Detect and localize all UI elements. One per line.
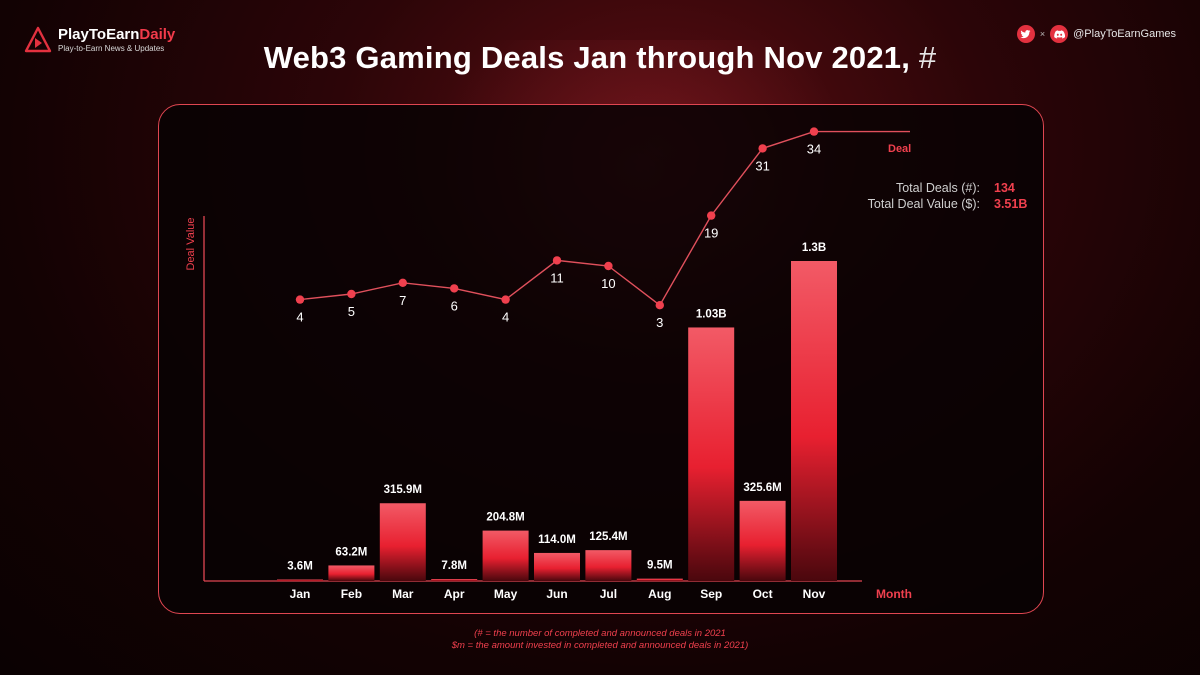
social-links: × @PlayToEarnGames	[1016, 25, 1176, 43]
twitter-icon[interactable]	[1016, 25, 1035, 43]
footnote: (# = the number of completed and announc…	[0, 628, 1200, 652]
deal-point-jun	[552, 256, 562, 265]
deal-label-may: 4	[502, 310, 509, 325]
total-deals-value: 134	[994, 181, 1015, 195]
deal-line	[299, 130, 910, 307]
bar-label-feb: 63.2M	[335, 546, 367, 558]
bar-label-aug: 9.5M	[647, 560, 673, 572]
bar-feb	[328, 565, 375, 581]
footnote-line-2: $m = the amount invested in completed an…	[451, 640, 749, 651]
deal-point-may	[501, 295, 510, 304]
bar-mar	[379, 503, 426, 581]
brand-name: PlayToEarnDaily	[58, 27, 175, 42]
bar-label-nov: 1.3B	[802, 242, 826, 254]
bar-may	[482, 530, 529, 581]
total-deals-label: Total Deals (#):	[895, 181, 980, 195]
x-tick-jul: Jul	[600, 587, 617, 601]
bar-label-may: 204.8M	[486, 512, 524, 524]
deal-point-apr	[450, 284, 459, 293]
bar-apr	[431, 579, 478, 581]
bar-label-sep: 1.03B	[696, 308, 727, 320]
total-value-label: Total Deal Value ($):	[867, 197, 980, 211]
brand-logo-block[interactable]: PlayToEarnDaily Play-to-Earn News & Upda…	[24, 26, 175, 54]
deal-point-aug	[655, 301, 664, 310]
x-tick-oct: Oct	[753, 587, 773, 601]
footnote-line-1: (# = the number of completed and announc…	[474, 628, 726, 639]
deal-label-jan: 4	[296, 310, 303, 325]
stats-summary: Total Deals (#): 134 Total Deal Value ($…	[840, 180, 1034, 212]
brand-name-main: PlayToEarn	[58, 26, 140, 43]
bar-aug	[636, 578, 683, 581]
bar-label-apr: 7.8M	[441, 560, 467, 572]
bar-label-mar: 315.9M	[384, 484, 422, 496]
bar-nov	[791, 261, 837, 581]
title-main: Web3 Gaming Deals Jan through Nov 2021,	[263, 40, 911, 75]
line-series-legend: Deal	[888, 143, 911, 155]
deal-label-sep: 19	[704, 226, 718, 241]
bar-oct	[739, 500, 786, 581]
deal-label-nov: 34	[807, 142, 821, 157]
deal-point-sep	[707, 211, 716, 220]
social-handle[interactable]: @PlayToEarnGames	[1073, 28, 1176, 40]
x-axis-title: Month	[876, 587, 912, 601]
bar-label-jan: 3.6M	[287, 561, 313, 573]
y-axis-title: Deal Value	[185, 218, 197, 271]
x-tick-jan: Jan	[290, 587, 311, 601]
discord-icon[interactable]	[1050, 25, 1069, 43]
title-suffix: #	[918, 40, 937, 75]
deal-label-mar: 7	[399, 293, 406, 308]
deal-label-feb: 5	[348, 304, 355, 319]
bar-jul	[585, 550, 632, 581]
bar-label-jun: 114.0M	[538, 534, 576, 546]
deal-point-feb	[347, 289, 356, 299]
deal-point-jul	[604, 261, 613, 271]
stat-total-deals: Total Deals (#): 134	[840, 180, 1034, 196]
x-tick-apr: Apr	[444, 587, 465, 601]
bar-jan	[277, 579, 323, 581]
x-tick-nov: Nov	[803, 587, 826, 601]
deal-label-jun: 11	[550, 270, 564, 285]
x-tick-jun: Jun	[546, 587, 567, 601]
chart-panel	[158, 104, 1044, 614]
social-separator: ×	[1039, 29, 1046, 39]
bar-jun	[534, 552, 580, 581]
deal-point-nov	[809, 127, 819, 136]
deal-label-aug: 3	[656, 315, 663, 330]
bar-label-oct: 325.6M	[743, 482, 781, 494]
x-tick-may: May	[494, 587, 518, 601]
deal-point-mar	[398, 278, 407, 287]
brand-name-accent: Daily	[139, 26, 176, 43]
x-tick-feb: Feb	[341, 587, 362, 601]
x-tick-sep: Sep	[700, 587, 722, 601]
bar-sep	[688, 327, 735, 581]
bar-label-jul: 125.4M	[589, 531, 627, 543]
brand-tagline: Play-to-Earn News & Updates	[58, 44, 165, 53]
page-title: Web3 Gaming Deals Jan through Nov 2021, …	[0, 40, 1200, 76]
deal-label-oct: 31	[755, 158, 769, 173]
play-logo-icon	[24, 26, 52, 53]
x-tick-aug: Aug	[648, 587, 671, 601]
deal-point-jan	[295, 295, 305, 304]
stat-total-value: Total Deal Value ($): 3.51B	[840, 196, 1034, 212]
deal-point-oct	[758, 144, 767, 153]
deal-label-apr: 6	[451, 298, 458, 313]
x-tick-mar: Mar	[392, 587, 414, 601]
deal-label-jul: 10	[601, 276, 615, 291]
total-value-value: 3.51B	[994, 197, 1028, 211]
